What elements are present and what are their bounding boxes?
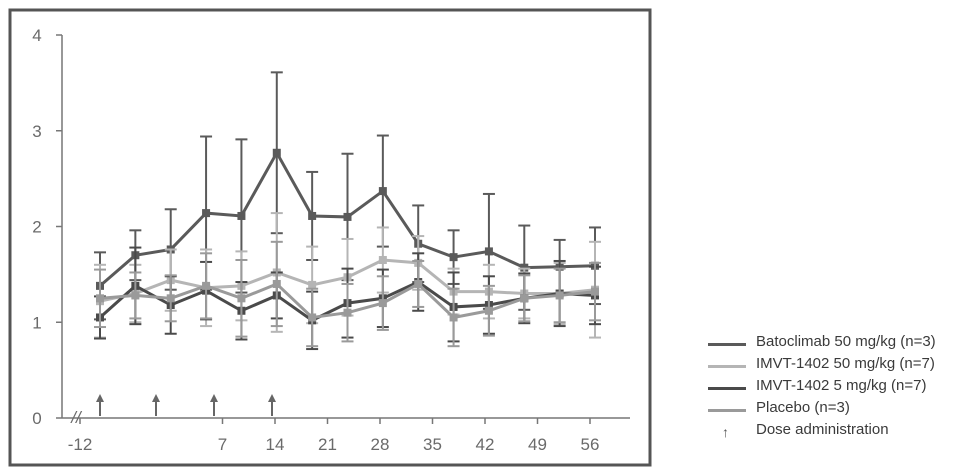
legend-item: ↑ Dose administration — [708, 421, 976, 443]
x-tick-label: 7 — [218, 435, 227, 454]
data-point — [591, 287, 599, 296]
x-tick-label: 35 — [423, 435, 442, 454]
data-point — [131, 291, 140, 300]
data-point — [555, 291, 564, 300]
x-tick-label: 49 — [528, 435, 547, 454]
axis-break-label: // — [70, 408, 83, 427]
legend-item: IMVT-1402 50 mg/kg (n=7) — [708, 355, 976, 377]
y-tick-label: 2 — [32, 218, 41, 237]
data-point — [449, 253, 458, 262]
y-tick-label: 0 — [32, 409, 41, 428]
data-point — [343, 212, 352, 221]
data-point — [343, 308, 352, 317]
data-point — [378, 299, 387, 308]
legend-item: Batoclimab 50 mg/kg (n=3) — [708, 333, 976, 355]
data-point — [484, 306, 493, 315]
legend-swatch — [708, 409, 746, 412]
data-point — [308, 280, 317, 289]
x-tick-label: 28 — [371, 435, 390, 454]
data-point — [272, 279, 281, 288]
data-point — [272, 148, 281, 157]
x-tick-label: -12 — [68, 435, 93, 454]
dose-marker-head — [96, 394, 104, 402]
data-point — [237, 211, 246, 220]
chart-marks — [94, 71, 601, 351]
plot-frame — [8, 8, 652, 467]
x-tick-label: 56 — [581, 435, 600, 454]
data-point — [378, 256, 387, 265]
series — [94, 240, 601, 348]
legend-label: Batoclimab 50 mg/kg (n=3) — [756, 333, 936, 350]
legend-item: Placebo (n=3) — [708, 399, 976, 421]
y-tick-label: 1 — [32, 313, 41, 332]
data-point — [520, 294, 529, 303]
legend-label: IMVT-1402 5 mg/kg (n=7) — [756, 377, 927, 394]
data-point — [378, 187, 387, 196]
y-tick-label: 3 — [32, 122, 41, 141]
x-tick-label: 42 — [476, 435, 495, 454]
legend-label: IMVT-1402 50 mg/kg (n=7) — [756, 355, 935, 372]
data-point — [237, 294, 246, 303]
legend-swatch — [708, 387, 746, 390]
dose-marker-head — [210, 394, 218, 402]
y-tick-label: 4 — [32, 26, 41, 45]
dose-arrow-icon: ↑ — [722, 424, 729, 440]
legend-label: Placebo (n=3) — [756, 399, 850, 416]
dose-marker-head — [152, 394, 160, 402]
data-point — [449, 313, 458, 322]
dose-marker-head — [268, 394, 276, 402]
legend-swatch — [708, 365, 746, 368]
dose-markers — [96, 394, 276, 416]
data-point — [414, 279, 423, 288]
data-point — [484, 247, 493, 256]
x-tick-label: 14 — [266, 435, 285, 454]
data-point — [308, 313, 317, 322]
legend-swatch — [708, 343, 746, 346]
legend: Batoclimab 50 mg/kg (n=3) IMVT-1402 50 m… — [708, 333, 976, 443]
legend-item: IMVT-1402 5 mg/kg (n=7) — [708, 377, 976, 399]
data-point — [202, 209, 211, 218]
data-point — [202, 281, 211, 290]
data-point — [308, 211, 317, 220]
legend-label: Dose administration — [756, 421, 889, 438]
axes: 0 1 2 3 4 -12 7 14 21 28 35 42 49 56 // — [32, 26, 630, 454]
x-tick-label: 21 — [318, 435, 337, 454]
data-point — [96, 294, 104, 303]
data-point — [166, 294, 175, 303]
